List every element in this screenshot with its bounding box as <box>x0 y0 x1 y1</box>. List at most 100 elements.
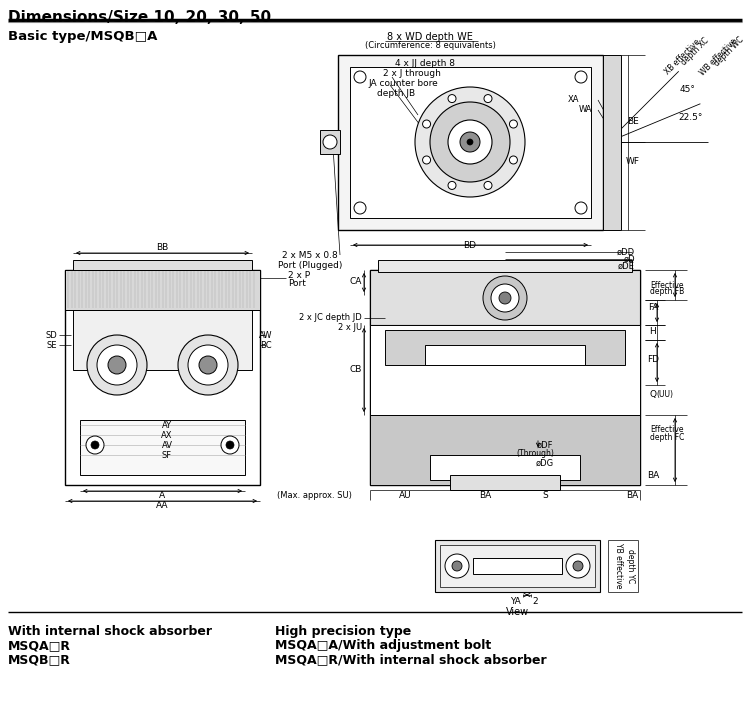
Text: (Circumference: 8 equivalents): (Circumference: 8 equivalents) <box>364 41 496 51</box>
Bar <box>435 540 600 592</box>
Bar <box>603 55 621 230</box>
Circle shape <box>91 441 99 449</box>
Text: 2 x JC depth JD: 2 x JC depth JD <box>299 314 362 322</box>
Text: 2: 2 <box>532 597 538 607</box>
Bar <box>65 270 260 310</box>
Text: depth YC: depth YC <box>626 549 634 583</box>
Text: 2 x P: 2 x P <box>288 270 310 279</box>
Circle shape <box>448 181 456 190</box>
Text: Effective: Effective <box>650 425 684 435</box>
Bar <box>370 270 640 325</box>
Text: WA: WA <box>578 105 592 114</box>
Circle shape <box>354 202 366 214</box>
Text: øDF: øDF <box>537 440 554 449</box>
Circle shape <box>199 356 217 374</box>
Text: 4 x JJ depth 8: 4 x JJ depth 8 <box>395 58 455 67</box>
Text: MSQA□R/With internal shock absorber: MSQA□R/With internal shock absorber <box>275 653 547 666</box>
Circle shape <box>323 135 337 149</box>
Circle shape <box>422 156 430 164</box>
Circle shape <box>221 436 239 454</box>
Text: XA: XA <box>567 95 579 105</box>
Text: AA: AA <box>156 501 168 510</box>
Text: øD: øD <box>623 255 635 263</box>
Text: 2 x M5 x 0.8: 2 x M5 x 0.8 <box>282 251 338 260</box>
Text: MSQA□R: MSQA□R <box>8 639 71 652</box>
Text: øDE: øDE <box>618 262 635 270</box>
Text: BA: BA <box>646 470 659 479</box>
Circle shape <box>484 181 492 190</box>
Text: JA counter bore: JA counter bore <box>368 79 438 88</box>
Bar <box>370 270 640 485</box>
Circle shape <box>499 292 511 304</box>
Text: depth XC: depth XC <box>680 37 711 67</box>
Text: SD: SD <box>45 331 57 340</box>
Text: YA: YA <box>510 597 520 607</box>
Text: BA: BA <box>626 491 638 500</box>
Text: SE: SE <box>46 340 57 350</box>
Circle shape <box>87 335 147 395</box>
Circle shape <box>491 284 519 312</box>
Text: FD: FD <box>647 355 659 364</box>
Text: CB: CB <box>350 366 362 374</box>
Bar <box>350 67 591 218</box>
Bar <box>338 55 603 230</box>
Text: depth FB: depth FB <box>650 288 684 296</box>
Circle shape <box>354 71 366 83</box>
Text: øDD: øDD <box>616 248 635 256</box>
Text: depth FC: depth FC <box>650 432 684 442</box>
Text: High precision type: High precision type <box>275 625 411 638</box>
Circle shape <box>178 335 238 395</box>
Bar <box>425 345 585 365</box>
Circle shape <box>108 356 126 374</box>
Text: AV: AV <box>161 440 172 449</box>
Text: 8 x WD depth WE: 8 x WD depth WE <box>387 32 473 42</box>
Text: AX: AX <box>161 430 172 439</box>
Text: SF: SF <box>162 451 172 460</box>
Text: øDG: øDG <box>536 458 554 468</box>
Circle shape <box>483 276 527 320</box>
Bar <box>450 475 560 490</box>
Circle shape <box>467 139 473 145</box>
Text: Port (Plugged): Port (Plugged) <box>278 260 342 270</box>
Bar <box>80 420 245 475</box>
Bar <box>370 415 640 485</box>
Text: MSQB□R: MSQB□R <box>8 653 70 666</box>
Circle shape <box>575 202 587 214</box>
Circle shape <box>566 554 590 578</box>
Bar <box>378 260 632 272</box>
Circle shape <box>575 71 587 83</box>
Text: CA: CA <box>350 277 362 286</box>
Text: (Max. approx. SU): (Max. approx. SU) <box>278 491 352 500</box>
Text: BB: BB <box>156 244 168 253</box>
Circle shape <box>484 95 492 102</box>
Circle shape <box>460 132 480 152</box>
Text: (UU): (UU) <box>656 390 674 399</box>
Text: 2 x J through: 2 x J through <box>383 69 441 77</box>
Text: 2 x JU: 2 x JU <box>338 324 362 333</box>
Circle shape <box>430 102 510 182</box>
Text: WB effective: WB effective <box>698 37 739 77</box>
Text: A: A <box>159 491 165 500</box>
Text: YB effective: YB effective <box>614 543 622 589</box>
Text: Effective: Effective <box>650 281 684 289</box>
Circle shape <box>573 561 583 571</box>
Bar <box>73 260 252 273</box>
Bar <box>370 325 640 415</box>
Bar <box>73 310 252 370</box>
Text: 45°: 45° <box>680 86 696 95</box>
Text: H: H <box>650 328 656 336</box>
Circle shape <box>97 345 137 385</box>
Bar <box>473 558 562 574</box>
Text: With internal shock absorber: With internal shock absorber <box>8 625 212 638</box>
Text: S: S <box>542 491 548 500</box>
Circle shape <box>188 345 228 385</box>
Bar <box>603 132 621 152</box>
Circle shape <box>509 120 518 128</box>
Text: BA: BA <box>478 491 491 500</box>
Circle shape <box>448 95 456 102</box>
Bar <box>385 330 625 365</box>
Text: BC: BC <box>260 340 272 350</box>
Bar <box>65 270 260 310</box>
Text: View: View <box>506 607 529 617</box>
Text: Port: Port <box>288 279 306 289</box>
